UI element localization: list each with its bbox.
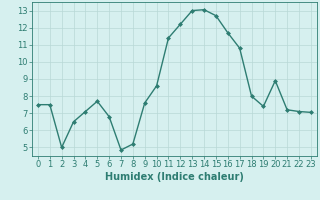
X-axis label: Humidex (Indice chaleur): Humidex (Indice chaleur)	[105, 172, 244, 182]
